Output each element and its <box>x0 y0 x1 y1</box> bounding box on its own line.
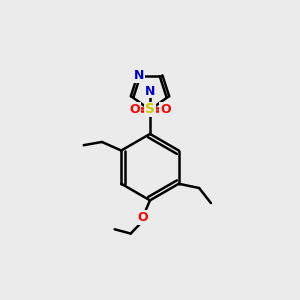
Text: N: N <box>145 85 155 98</box>
Text: N: N <box>134 69 144 82</box>
Text: O: O <box>129 103 140 116</box>
Text: O: O <box>137 211 148 224</box>
Text: S: S <box>145 102 155 116</box>
Text: O: O <box>160 103 171 116</box>
